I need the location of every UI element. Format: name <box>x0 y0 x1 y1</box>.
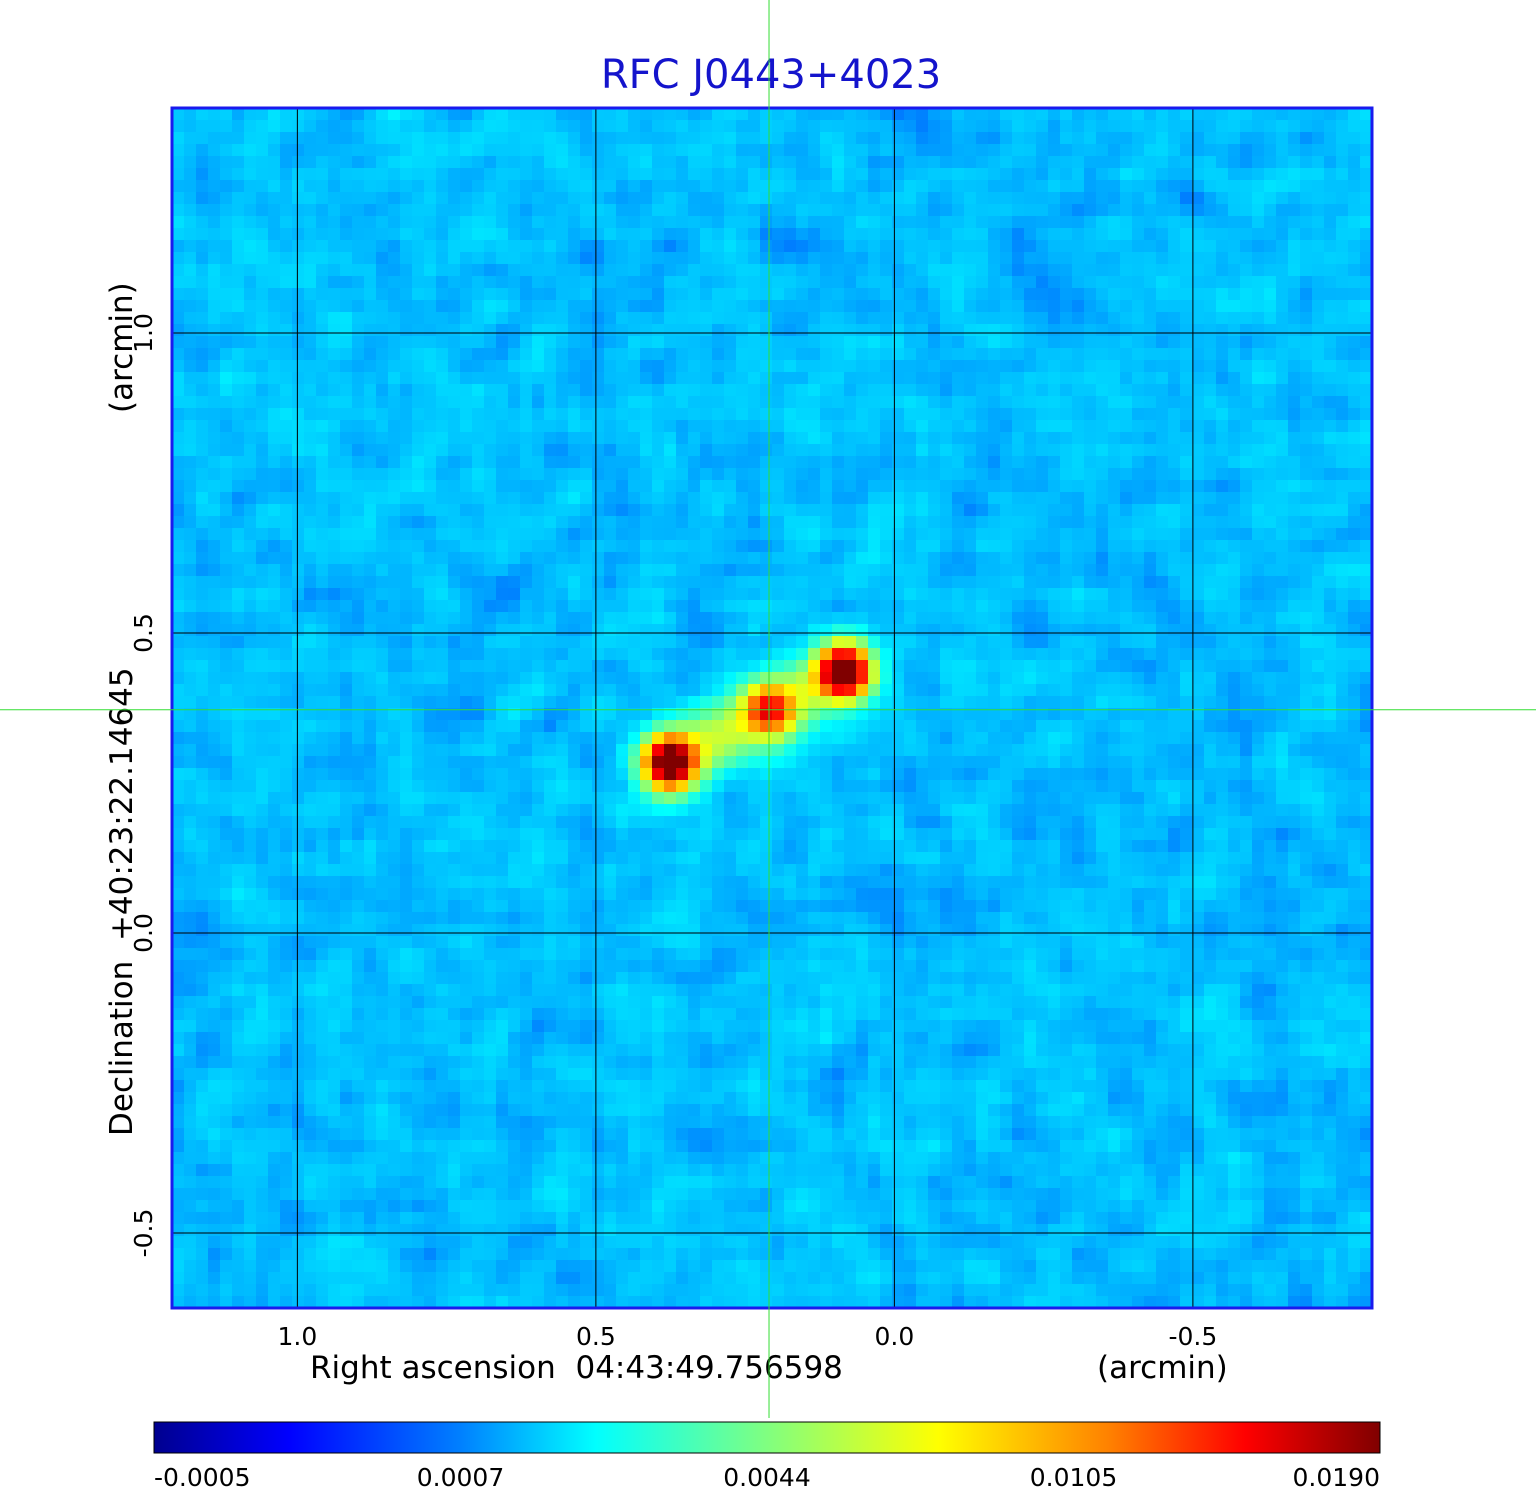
colorbar-tick-label: 0.0007 <box>417 1463 504 1492</box>
y-tick-label: 0.5 <box>129 613 158 653</box>
colorbar-tick-labels: -0.0005 0.0007 0.0044 0.0105 0.0190 <box>154 1463 1380 1492</box>
y-tick-label: -0.5 <box>129 1209 158 1258</box>
x-axis-label: Right ascension 04:43:49.756598 <box>310 1350 843 1386</box>
colorbar-tick-label: -0.0005 <box>154 1463 251 1492</box>
colorbar: -0.0005 0.0007 0.0044 0.0105 0.0190 <box>153 1421 1381 1492</box>
colorbar-tick-label: 0.0190 <box>1293 1463 1380 1492</box>
x-tick-label: -0.5 <box>1169 1322 1218 1351</box>
grid-lines <box>172 108 1372 1308</box>
heatmap-image <box>172 108 1372 1308</box>
colorbar-tick-label: 0.0044 <box>723 1463 810 1492</box>
y-axis-unit: (arcmin) <box>104 282 140 413</box>
y-tick-label: 0.0 <box>129 913 158 953</box>
plot-frame <box>170 106 1374 1310</box>
x-tick-label: 1.0 <box>277 1322 317 1351</box>
plot-area <box>170 106 1374 1310</box>
colorbar-tick-label: 0.0105 <box>1030 1463 1117 1492</box>
x-tick-label: 0.0 <box>875 1322 915 1351</box>
chart-title: RFC J0443+4023 <box>601 52 941 98</box>
x-axis-unit: (arcmin) <box>1097 1350 1228 1386</box>
x-tick-labels: 1.0 0.5 0.0 -0.5 <box>277 1322 1217 1351</box>
y-axis-label: Declination +40:23:22.14645 <box>104 667 140 1136</box>
y-tick-labels: 1.0 0.5 0.0 -0.5 <box>129 313 158 1257</box>
x-tick-label: 0.5 <box>576 1322 616 1351</box>
y-tick-label: 1.0 <box>129 313 158 353</box>
crosshair <box>0 0 1536 1418</box>
colorbar-gradient <box>153 1421 1381 1454</box>
